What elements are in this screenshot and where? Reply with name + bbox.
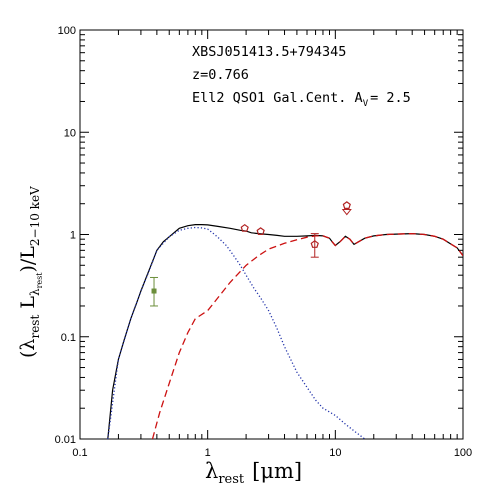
- model-label-prefix: Ell2 QSO1 Gal.Cent. A: [192, 90, 363, 106]
- model-curves: [107, 224, 463, 439]
- y-tick-label: 100: [58, 25, 76, 37]
- model-label: Ell2 QSO1 Gal.Cent. AV = 2.5: [192, 90, 411, 109]
- data-point-pentagon: [310, 240, 319, 248]
- data-point-square: [151, 288, 157, 294]
- data-point-pentagon: [256, 227, 265, 235]
- source-name: XBSJ051413.5+794345: [192, 44, 346, 60]
- y-axis-mid: L: [17, 296, 39, 315]
- y-tick-label: 10: [64, 127, 76, 139]
- x-axis-unit: [μm]: [252, 459, 302, 483]
- data-point-pentagon: [342, 201, 351, 209]
- model-curve-solid: [107, 224, 463, 439]
- y-axis-subsub2: rest: [35, 272, 44, 289]
- data-point-pentagon: [240, 223, 249, 232]
- y-tick-label: 0.01: [55, 434, 76, 446]
- model-curve-dotted: [107, 226, 366, 439]
- x-axis-sub: rest: [218, 472, 245, 487]
- data-points: [150, 201, 352, 307]
- y-axis-sub2: λ: [28, 288, 42, 296]
- y-axis-title: (λrest Lλrest)/L2−10 keV: [17, 186, 44, 358]
- x-tick-label: 100: [454, 447, 472, 459]
- y-axis-sub1: rest: [28, 315, 42, 339]
- model-curve-dashed: [151, 232, 463, 439]
- x-axis-title: λrest [μm]: [205, 459, 302, 487]
- model-label-value: = 2.5: [370, 90, 411, 106]
- y-tick-label: 0.1: [61, 332, 76, 344]
- x-tick-label: 10: [329, 447, 341, 459]
- y-tick-label: 1: [70, 230, 76, 242]
- y-axis-close: )/L: [17, 246, 39, 273]
- y-axis-sub3: 2−10 keV: [28, 186, 42, 246]
- redshift-label: z=0.766: [192, 67, 249, 83]
- y-axis-open: (λ: [17, 339, 39, 358]
- x-tick-label: 0.1: [72, 447, 87, 459]
- model-label-sub: V: [363, 99, 369, 109]
- x-tick-label: 1: [205, 447, 211, 459]
- x-axis-symbol: λ: [205, 459, 218, 483]
- upper-limit-arrow: [341, 209, 352, 216]
